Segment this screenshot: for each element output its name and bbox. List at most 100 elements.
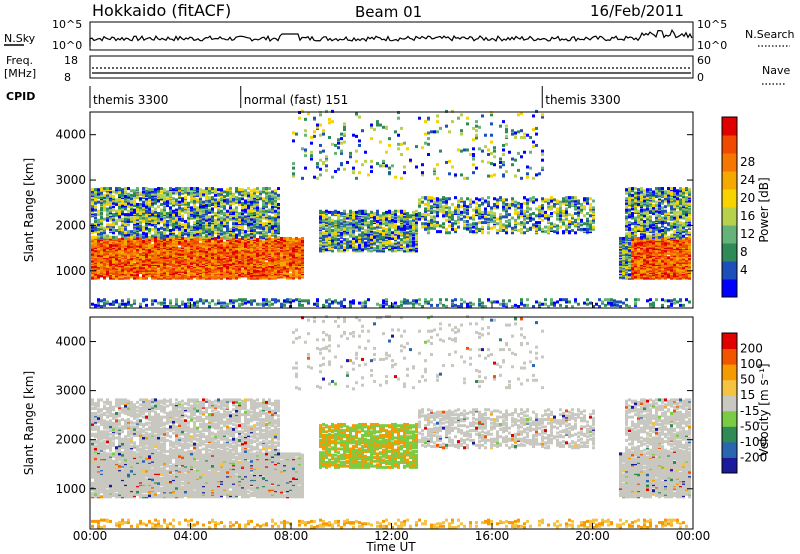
data-pixel: [397, 209, 400, 213]
data-pixel: [190, 303, 193, 307]
data-pixel: [337, 138, 340, 142]
data-pixel: [124, 302, 127, 306]
data-pixel: [370, 219, 373, 223]
data-pixel: [112, 260, 115, 264]
data-pixel: [394, 301, 397, 305]
data-pixel: [226, 273, 229, 277]
data-pixel: [157, 187, 160, 191]
data-pixel: [415, 145, 418, 149]
data-pixel: [151, 234, 154, 238]
data-pixel: [373, 226, 376, 230]
data-pixel: [175, 225, 178, 229]
data-pixel: [292, 238, 295, 242]
data-pixel: [301, 176, 304, 180]
freq-label: Freq.: [6, 54, 33, 67]
data-pixel: [238, 225, 241, 229]
data-pixel: [148, 227, 151, 231]
data-pixel: [214, 193, 217, 197]
data-pixel: [235, 299, 238, 303]
data-pixel: [166, 215, 169, 219]
data-pixel: [217, 188, 220, 192]
data-pixel: [178, 222, 181, 226]
data-pixel: [367, 298, 370, 302]
data-pixel: [355, 149, 358, 153]
data-pixel: [97, 263, 100, 267]
data-pixel: [205, 206, 208, 210]
data-pixel: [217, 214, 220, 218]
data-pixel: [235, 217, 238, 221]
data-pixel: [268, 234, 271, 238]
data-pixel: [442, 205, 445, 209]
data-pixel: [172, 200, 175, 204]
data-pixel: [319, 247, 322, 251]
data-pixel: [106, 223, 109, 227]
data-pixel: [220, 223, 223, 227]
data-pixel: [316, 302, 319, 306]
data-pixel: [148, 199, 151, 203]
data-pixel: [139, 224, 142, 228]
data-pixel: [349, 151, 352, 155]
data-pixel: [433, 200, 436, 204]
data-pixel: [217, 234, 220, 238]
data-pixel: [271, 230, 274, 234]
data-pixel: [133, 243, 136, 247]
data-pixel: [139, 202, 142, 206]
data-pixel: [274, 196, 277, 200]
data-pixel: [439, 298, 442, 302]
data-pixel: [217, 198, 220, 202]
data-pixel: [355, 134, 358, 138]
data-pixel: [166, 223, 169, 227]
data-pixel: [157, 211, 160, 215]
data-pixel: [151, 188, 154, 192]
data-pixel: [358, 301, 361, 305]
data-pixel: [181, 302, 184, 306]
data-pixel: [319, 143, 322, 147]
data-pixel: [178, 209, 181, 213]
data-pixel: [193, 303, 196, 307]
data-pixel: [94, 225, 97, 229]
data-pixel: [379, 164, 382, 168]
data-pixel: [196, 300, 199, 304]
data-pixel: [400, 176, 403, 180]
data-pixel: [175, 208, 178, 212]
data-pixel: [352, 171, 355, 175]
data-pixel: [172, 227, 175, 231]
data-pixel: [151, 236, 154, 240]
data-pixel: [127, 219, 130, 223]
data-pixel: [178, 211, 181, 215]
data-pixel: [163, 197, 166, 201]
data-pixel: [436, 221, 439, 225]
data-pixel: [331, 300, 334, 304]
nsky-top-tick: 10^5: [52, 18, 82, 31]
data-pixel: [130, 216, 133, 220]
data-pixel: [307, 112, 310, 116]
data-pixel: [103, 231, 106, 235]
data-pixel: [124, 213, 127, 217]
data-pixel: [175, 187, 178, 191]
data-pixel: [112, 205, 115, 209]
data-pixel: [178, 191, 181, 195]
data-pixel: [166, 199, 169, 203]
data-pixel: [232, 229, 235, 233]
data-pixel: [178, 240, 181, 244]
data-pixel: [400, 209, 403, 213]
data-pixel: [214, 248, 217, 252]
data-pixel: [97, 270, 100, 274]
data-pixel: [289, 273, 292, 277]
data-pixel: [322, 218, 325, 222]
data-pixel: [187, 301, 190, 305]
data-pixel: [382, 299, 385, 303]
data-pixel: [169, 232, 172, 236]
data-pixel: [145, 197, 148, 201]
data-pixel: [313, 302, 316, 306]
data-pixel: [343, 238, 346, 242]
data-pixel: [262, 222, 265, 226]
data-pixel: [130, 202, 133, 206]
data-pixel: [199, 188, 202, 192]
data-pixel: [340, 137, 343, 141]
data-pixel: [97, 218, 100, 222]
data-pixel: [331, 229, 334, 233]
data-pixel: [220, 209, 223, 213]
data-pixel: [106, 258, 109, 262]
data-pixel: [157, 193, 160, 197]
